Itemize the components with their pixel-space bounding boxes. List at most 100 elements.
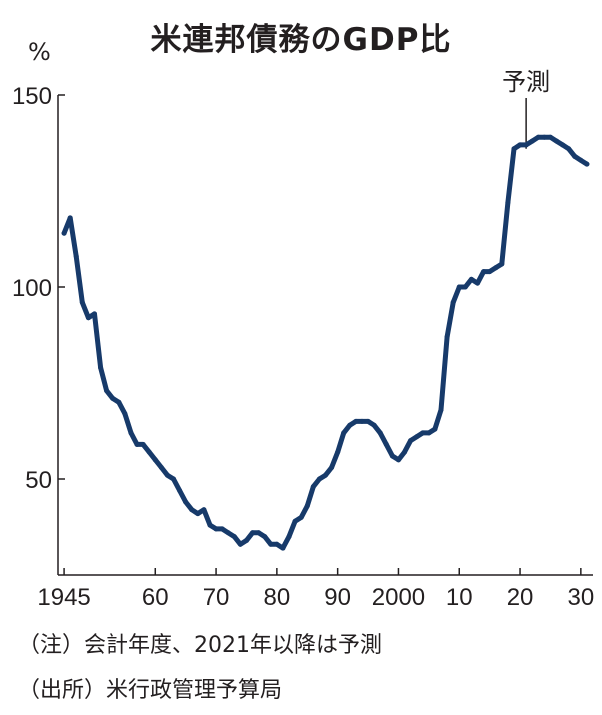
- data-point: [353, 418, 359, 424]
- data-point: [219, 526, 225, 532]
- data-point: [517, 142, 523, 148]
- data-point: [347, 422, 353, 428]
- data-point: [292, 518, 298, 524]
- data-point: [256, 530, 262, 536]
- x-tick-label: 80: [264, 584, 291, 611]
- data-point: [110, 395, 116, 401]
- chart-title: 米連邦債務のGDP比: [150, 22, 452, 58]
- data-point: [98, 365, 104, 371]
- data-point: [207, 522, 213, 528]
- data-point: [523, 142, 529, 148]
- y-axis-unit-label: %: [28, 38, 51, 66]
- data-point: [578, 157, 584, 163]
- data-point: [274, 541, 280, 547]
- data-point: [487, 269, 493, 275]
- data-point: [529, 138, 535, 144]
- data-point: [304, 503, 310, 509]
- data-point: [511, 146, 517, 152]
- series-group: [61, 134, 590, 551]
- data-point: [79, 299, 85, 305]
- data-point: [310, 484, 316, 490]
- data-point: [359, 418, 365, 424]
- data-point: [140, 441, 146, 447]
- data-point: [268, 541, 274, 547]
- x-tick-label: 10: [446, 584, 473, 611]
- data-point: [584, 161, 590, 167]
- forecast-marker: 予測: [502, 69, 550, 149]
- data-point: [146, 449, 152, 455]
- data-point: [177, 488, 183, 494]
- data-point: [189, 507, 195, 513]
- y-tick-label: 150: [12, 83, 52, 110]
- data-point: [231, 534, 237, 540]
- data-point: [250, 530, 256, 536]
- x-tick-label: 60: [142, 584, 169, 611]
- data-point: [383, 441, 389, 447]
- data-point: [365, 418, 371, 424]
- data-point: [450, 299, 456, 305]
- data-point: [298, 514, 304, 520]
- series-line: [61, 134, 590, 551]
- data-point: [85, 315, 91, 321]
- data-point: [572, 153, 578, 159]
- line-chart: 予測 50 100 150 1945 60 70 80 90 2000 10 20 30: [12, 69, 594, 611]
- data-point: [389, 453, 395, 459]
- axes-group: [57, 95, 593, 576]
- y-tick-label: 50: [25, 467, 52, 494]
- data-point: [547, 134, 553, 140]
- data-point: [128, 430, 134, 436]
- data-point: [237, 541, 243, 547]
- data-point: [171, 476, 177, 482]
- x-tick-label: 2000: [372, 584, 425, 611]
- data-point: [195, 511, 201, 517]
- data-point: [566, 146, 572, 152]
- data-point: [213, 526, 219, 532]
- data-point: [116, 399, 122, 405]
- data-point: [183, 499, 189, 505]
- data-point: [262, 534, 268, 540]
- data-point: [554, 138, 560, 144]
- footnote-note: （注）会計年度、2021年以降は予測: [18, 633, 382, 658]
- data-point: [280, 545, 286, 551]
- data-point: [73, 253, 79, 259]
- data-point: [61, 230, 67, 236]
- y-tick-label: 100: [12, 275, 52, 302]
- data-point: [371, 422, 377, 428]
- ticks-group: 50 100 150 1945 60 70 80 90 2000 10 20 30: [12, 83, 594, 611]
- x-tick-label: 30: [567, 584, 594, 611]
- x-tick-label: 1945: [37, 584, 90, 611]
- data-point: [104, 388, 110, 394]
- data-point: [560, 142, 566, 148]
- data-point: [323, 472, 328, 478]
- data-point: [91, 311, 97, 317]
- data-point: [243, 537, 249, 543]
- data-point: [395, 457, 401, 463]
- data-point: [225, 530, 231, 536]
- data-point: [286, 534, 292, 540]
- data-point: [414, 434, 420, 440]
- data-point: [438, 407, 444, 413]
- data-point: [481, 269, 487, 275]
- footnote-source: （出所）米行政管理予算局: [18, 678, 283, 703]
- data-point: [474, 280, 480, 286]
- data-point: [335, 449, 341, 455]
- data-point: [456, 284, 462, 290]
- data-point: [444, 334, 450, 340]
- data-point: [535, 134, 541, 140]
- data-point: [134, 441, 140, 447]
- data-point: [67, 215, 73, 221]
- data-point: [158, 464, 164, 470]
- data-point: [316, 476, 322, 482]
- x-tick-label: 70: [203, 584, 230, 611]
- data-point: [201, 507, 207, 513]
- data-point: [493, 265, 499, 271]
- data-point: [152, 457, 158, 463]
- data-point: [541, 134, 547, 140]
- forecast-label: 予測: [502, 69, 550, 96]
- data-point: [122, 411, 128, 417]
- data-point: [505, 200, 511, 206]
- data-point: [426, 430, 432, 436]
- data-point: [468, 276, 474, 282]
- x-tick-label: 90: [324, 584, 351, 611]
- data-point: [329, 464, 335, 470]
